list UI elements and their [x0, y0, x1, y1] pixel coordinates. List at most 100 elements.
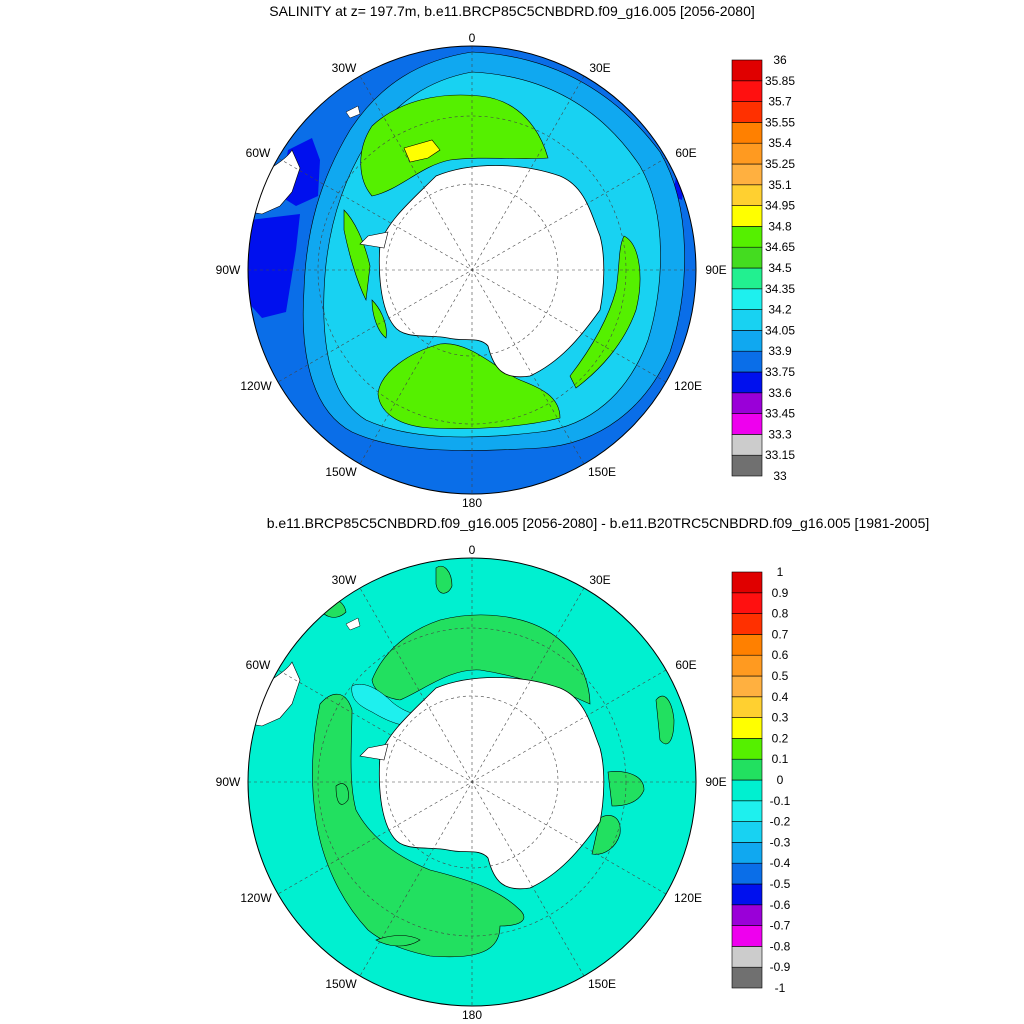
colorbar-label: 33.3	[768, 427, 792, 441]
colorbar-segment	[731, 163, 763, 186]
lon-label: 150W	[325, 465, 357, 479]
lon-label: 90E	[705, 775, 726, 789]
colorbar-segment	[731, 288, 763, 310]
salinity-field	[248, 46, 696, 494]
salinity-core-atlantic	[360, 94, 549, 197]
map-title-salinity: SALINITY at z= 197.7m, b.e11.BRCP85C5CNB…	[269, 3, 755, 19]
colorbar-label: -0.6	[770, 898, 791, 912]
antarctic-peninsula	[359, 231, 389, 249]
colorbar-segment	[731, 904, 763, 926]
colorbar-segment	[731, 946, 763, 968]
colorbar-segment	[731, 309, 763, 331]
colorbar-segment	[731, 246, 763, 269]
difference-longitude-labels: 0 30E 60E 90E 120E 150E 180 150W 120W 90…	[216, 543, 727, 1022]
lon-label: 150W	[325, 977, 357, 991]
colorbar-label: 35.85	[765, 74, 795, 88]
colorbar-label: 33.45	[765, 407, 795, 421]
colorbar-label: -0.3	[770, 835, 791, 849]
colorbar-segment	[731, 142, 763, 165]
south-georgia	[345, 105, 361, 119]
difference-map: 0 30E 60E 90E 120E 150E 180 150W 120W 90…	[216, 543, 791, 1022]
colorbar-segment	[731, 821, 763, 843]
colorbar-label: 33.9	[768, 344, 792, 358]
lon-label: 30W	[332, 61, 357, 75]
difference-positive-pacific	[312, 693, 525, 958]
colorbar-segment	[731, 779, 763, 802]
difference-colorbar: -1 -0.9 -0.8 -0.7 -0.6 -0.5 -0.4 -0.3 -0.2 -0.1 0 0…	[731, 565, 791, 995]
colorbar-label: 0.4	[772, 690, 789, 704]
colorbar-segment	[731, 101, 763, 123]
colorbar-segment	[731, 413, 763, 435]
colorbar-segment	[731, 634, 763, 656]
salinity-core-small	[371, 299, 387, 339]
salinity-colorbar: 33 33.15 33.3 33.45 33.6 33.75 33.9 34.05 34.2 34…	[731, 53, 795, 483]
colorbar-label: -0.4	[770, 856, 791, 870]
colorbar-segment	[731, 883, 763, 906]
lon-label: 30W	[332, 573, 357, 587]
colorbar-label: 34.65	[765, 240, 795, 254]
colorbar-label: 0.8	[772, 607, 789, 621]
colorbar-label: 0.1	[772, 752, 789, 766]
colorbar-label: -0.1	[770, 794, 791, 808]
colorbar-segment	[731, 454, 763, 477]
colorbar-label: 33	[773, 469, 787, 483]
lon-label: 0	[469, 543, 476, 557]
colorbar-segment	[731, 371, 763, 394]
colorbar-label: 33.6	[768, 386, 792, 400]
lon-label: 30E	[589, 573, 610, 587]
lon-label: 90E	[705, 263, 726, 277]
colorbar-segment	[731, 862, 763, 885]
colorbar-segment	[731, 434, 763, 456]
difference-small-bump	[375, 935, 421, 947]
colorbar-label: 34.35	[765, 282, 795, 296]
lon-label: 90W	[216, 263, 241, 277]
colorbar-label: 35.55	[765, 115, 795, 129]
colorbar-segment	[731, 59, 763, 82]
colorbar-segment	[731, 184, 763, 206]
colorbar-label: 0	[777, 773, 784, 787]
colorbar-segment	[731, 800, 763, 822]
south-georgia	[345, 617, 361, 631]
colorbar-segment	[731, 592, 763, 614]
lon-label: 180	[462, 496, 482, 510]
lon-label: 150E	[588, 465, 616, 479]
colorbar-segment	[731, 80, 763, 102]
colorbar-label: -1	[775, 981, 786, 995]
colorbar-label: 33.15	[765, 448, 795, 462]
colorbar-label: 36	[773, 53, 787, 67]
difference-positive-indian-south	[591, 815, 621, 855]
colorbar-segment	[731, 330, 763, 352]
salinity-graticule	[248, 46, 696, 494]
colorbar-label: -0.5	[770, 877, 791, 891]
salinity-map-border	[247, 45, 697, 495]
colorbar-label: 35.1	[768, 178, 792, 192]
lon-label: 120W	[240, 891, 272, 905]
colorbar-segment	[731, 966, 763, 989]
colorbar-label: 34.8	[768, 219, 792, 233]
colorbar-label: 34.2	[768, 303, 792, 317]
difference-graticule	[248, 558, 696, 1006]
fresh-water-patch-west	[248, 214, 300, 318]
colorbar-segment	[731, 842, 763, 864]
colorbar-label: -0.2	[770, 815, 791, 829]
salinity-core-indian	[569, 235, 641, 389]
colorbar-label: 35.7	[768, 95, 792, 109]
colorbar-segment	[731, 925, 763, 947]
colorbar-segment	[731, 675, 763, 698]
colorbar-segment	[731, 205, 763, 227]
colorbar-label: 35.25	[765, 157, 795, 171]
lon-label: 60E	[675, 658, 696, 672]
colorbar-label: 34.05	[765, 323, 795, 337]
colorbar-segment	[731, 717, 763, 739]
colorbar-label: -0.9	[770, 960, 791, 974]
map-title-difference: b.e11.BRCP85C5CNBDRD.f09_g16.005 [2056-2…	[266, 515, 930, 531]
salinity-longitude-labels: 0 30E 60E 90E 120E 150E 180 150W 120W 90…	[216, 31, 727, 510]
salinity-max-patch	[403, 139, 441, 163]
lon-label: 30E	[589, 61, 610, 75]
salinity-map: 0 30E 60E 90E 120E 150E 180 150W 120W 90…	[216, 31, 796, 510]
colorbar-segment	[731, 654, 763, 677]
colorbar-segment	[731, 226, 763, 248]
lon-label: 60W	[246, 658, 271, 672]
colorbar-label: 0.9	[772, 586, 789, 600]
colorbar-label: 33.75	[765, 365, 795, 379]
